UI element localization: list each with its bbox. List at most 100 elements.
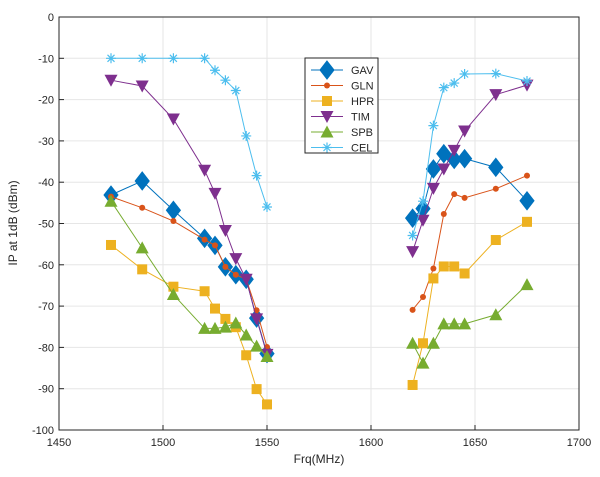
series-cel xyxy=(106,53,532,241)
data-point-gln xyxy=(201,236,208,243)
data-point-tim xyxy=(437,163,451,176)
y-tick-label: 0 xyxy=(48,12,54,24)
data-point-tim xyxy=(198,164,212,177)
data-point-gav xyxy=(456,148,473,169)
tick-labels: 1450 1500 1550 1600 1650 1700 0 -10 -20 -30 -40 -50… xyxy=(32,12,591,449)
data-point-cel xyxy=(262,201,272,212)
series-line-gav xyxy=(110,180,268,354)
data-point-tim xyxy=(426,182,440,195)
data-point-cel xyxy=(428,120,439,131)
data-point-spb xyxy=(250,339,264,352)
y-tick-label: -50 xyxy=(38,219,54,231)
legend-label: CEL xyxy=(351,143,372,155)
data-point-tim xyxy=(239,273,253,286)
series-hpr xyxy=(106,216,532,410)
x-tick-label: 1450 xyxy=(47,437,71,449)
legend-marker-hpr xyxy=(322,96,332,106)
data-point-hpr xyxy=(220,313,231,324)
data-point-tim xyxy=(135,80,149,93)
data-point-spb xyxy=(416,356,430,369)
data-point-spb xyxy=(208,321,222,334)
x-tick-label: 1500 xyxy=(151,437,175,449)
data-point-spb xyxy=(229,316,243,329)
x-tick-label: 1600 xyxy=(359,437,383,449)
y-tick-label: -80 xyxy=(38,342,54,354)
data-point-hpr xyxy=(490,235,501,246)
data-point-gln xyxy=(409,306,416,313)
legend-marker-spb xyxy=(320,125,334,138)
data-point-hpr xyxy=(449,261,460,272)
data-point-cel xyxy=(490,68,501,79)
legend-label: TIM xyxy=(351,112,370,124)
data-point-spb xyxy=(218,320,232,333)
x-axis-label: Frq(MHz) xyxy=(294,452,345,466)
data-point-tim xyxy=(218,225,232,238)
data-point-hpr xyxy=(106,239,116,250)
legend-label: SPB xyxy=(351,127,373,139)
series-tim xyxy=(104,74,534,361)
legend-box xyxy=(304,57,379,154)
data-point-spb xyxy=(104,194,118,207)
data-point-gln xyxy=(430,265,437,272)
data-point-tim xyxy=(229,253,243,266)
series-line-hpr xyxy=(412,221,528,386)
data-point-gln xyxy=(232,271,239,278)
series-line-spb xyxy=(110,200,268,357)
data-point-gln xyxy=(451,191,458,198)
data-point-spb xyxy=(406,336,420,349)
data-point-gav xyxy=(165,200,182,221)
series-line-cel xyxy=(111,57,268,208)
data-point-spb xyxy=(520,278,534,291)
y-tick-label: -60 xyxy=(38,260,54,272)
data-point-spb xyxy=(447,317,461,330)
series-line-spb xyxy=(412,284,528,365)
data-point-gln xyxy=(212,242,218,249)
data-point-hpr xyxy=(262,399,272,410)
data-point-cel xyxy=(137,53,148,64)
data-point-spb xyxy=(489,308,503,321)
data-point-tim xyxy=(489,89,503,102)
y-tick-label: -20 xyxy=(38,95,54,107)
data-point-spb xyxy=(458,317,472,330)
y-tick-label: -40 xyxy=(38,177,54,189)
legend-marker-tim xyxy=(320,111,334,123)
legend-marker-gav xyxy=(319,60,335,80)
data-point-hpr xyxy=(251,384,262,395)
data-point-tim xyxy=(416,214,430,227)
data-point-cel xyxy=(241,130,252,141)
data-point-hpr xyxy=(418,338,428,349)
data-point-spb xyxy=(437,317,451,330)
series-gav xyxy=(103,143,535,364)
series-spb xyxy=(104,194,534,369)
series-line-gln xyxy=(110,196,268,348)
y-tick-label: -30 xyxy=(38,136,54,148)
data-point-gln xyxy=(461,194,468,201)
data-point-cel xyxy=(449,78,460,89)
data-point-tim xyxy=(447,144,461,157)
data-point-cel xyxy=(106,53,116,64)
legend-marker-cel xyxy=(322,142,332,153)
data-point-cel xyxy=(251,170,262,181)
data-point-hpr xyxy=(241,350,252,361)
data-point-tim xyxy=(208,187,222,200)
data-point-gav xyxy=(134,171,150,191)
data-point-tim xyxy=(458,125,472,138)
data-point-cel xyxy=(230,85,241,96)
data-point-cel xyxy=(459,68,470,79)
series-line-hpr xyxy=(110,244,268,405)
data-point-spb xyxy=(166,288,180,301)
data-point-hpr xyxy=(210,303,220,314)
legend-label: GAV xyxy=(351,65,374,77)
legend: GAV GLN HPR TIM SPB CEL xyxy=(304,57,379,155)
data-point-spb xyxy=(135,241,149,254)
data-point-spb xyxy=(260,349,274,362)
data-point-spb xyxy=(239,328,253,341)
legend-label: GLN xyxy=(351,81,374,93)
data-point-cel xyxy=(210,65,220,76)
data-point-gav xyxy=(436,143,452,164)
y-tick-label: -70 xyxy=(38,301,54,313)
data-point-tim xyxy=(166,113,180,126)
legend-label: HPR xyxy=(351,96,374,108)
data-point-hpr xyxy=(168,281,179,292)
data-point-cel xyxy=(168,53,179,64)
